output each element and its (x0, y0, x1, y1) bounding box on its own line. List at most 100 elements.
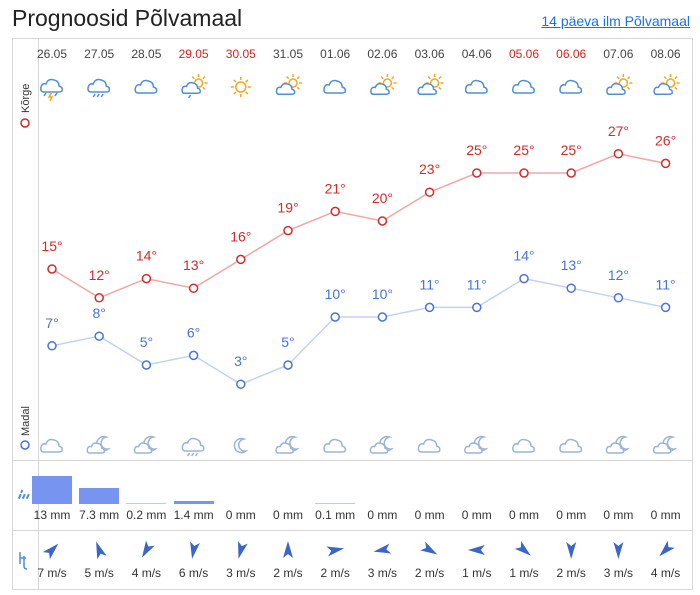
high-temp-point (660, 158, 671, 169)
date-label: 02.06 (367, 47, 398, 61)
low-temp-label: 11° (467, 276, 487, 292)
sun-cloud-rain-icon (181, 74, 208, 99)
low-temp-point (566, 283, 576, 293)
date-label: 03.06 (414, 47, 445, 61)
wind-row (42, 540, 675, 560)
precipitation-label: 0 mm (273, 508, 303, 522)
low-temp-label: 6° (187, 324, 200, 340)
high-temp-label: 13° (183, 257, 204, 273)
low-temp-label: 5° (281, 334, 294, 350)
date-label: 01.06 (320, 47, 351, 61)
wind-speed-label: 2 m/s (320, 566, 350, 580)
date-label: 31.05 (272, 47, 304, 61)
precipitation-label: 7.3 mm (79, 508, 120, 522)
precipitation-bar (173, 500, 214, 504)
high-temp-label: 25° (561, 142, 582, 158)
wind-speed-label: 2 m/s (556, 566, 586, 580)
cloud-icon (559, 79, 583, 94)
wind-direction-arrow-icon (190, 541, 200, 559)
wind-direction-arrow-icon (238, 540, 248, 559)
low-temp-point (660, 302, 671, 313)
cloud-icon (417, 438, 441, 453)
low-temp-point (94, 331, 104, 341)
date-label: 06.06 (556, 47, 587, 61)
precipitation-label: 0 mm (225, 508, 256, 522)
wind-direction-arrow-icon (96, 541, 107, 560)
high-temp-label: 20° (372, 190, 393, 206)
precipitation-label: 0 mm (414, 508, 445, 522)
moon-cloud-icon (133, 435, 159, 454)
low-temp-point (236, 379, 246, 389)
date-label: 27.05 (84, 47, 115, 61)
low-temp-point (424, 302, 435, 313)
low-temp-point (47, 341, 57, 351)
divider (12, 460, 693, 461)
moon-icon (233, 437, 249, 454)
wind-speed-label: 3 m/s (367, 566, 398, 580)
date-label: 07.06 (603, 47, 634, 61)
wind-direction-arrow-icon (42, 543, 59, 560)
date-label: 29.05 (178, 47, 209, 61)
low-temp-label: 11° (656, 276, 676, 292)
high-temp-label: 26° (655, 132, 676, 148)
wind-speed-label: 2 m/s (273, 566, 303, 580)
date-label: 26.05 (36, 47, 68, 61)
low-temp-label: 5° (140, 334, 153, 350)
precipitation-label: 0 mm (367, 508, 398, 522)
low-temp-label: 8° (93, 305, 106, 321)
high-temp-label: 23° (419, 161, 440, 177)
cloud-icon (464, 79, 488, 94)
rain-cloud-icon (181, 437, 205, 457)
date-label: 08.06 (650, 47, 681, 61)
sun-cloud-icon (275, 74, 302, 95)
wind-direction-arrow-icon (467, 544, 485, 555)
cloud-icon (134, 79, 158, 94)
low-temp-line (51, 277, 666, 386)
wind-speed-label: 3 m/s (226, 566, 256, 580)
sun-icon (230, 77, 251, 97)
high-temp-point (47, 264, 57, 274)
low-temp-label: 13° (561, 257, 582, 273)
side-icons (17, 118, 30, 570)
moon-cloud-icon (369, 435, 395, 454)
precipitation-label: 0.1 mm (315, 508, 356, 522)
high-temp-point (566, 168, 576, 178)
divider (12, 589, 693, 590)
wind-direction-arrow-icon (141, 540, 155, 558)
rain-cloud-icon (87, 78, 111, 98)
precipitation-label: 0 mm (509, 508, 539, 522)
cloud-icon (512, 438, 535, 453)
moon-cloud-icon (86, 435, 111, 454)
high-temp-label: 21° (325, 180, 346, 196)
precipitation-bar (126, 502, 167, 504)
low-temp-point (141, 360, 152, 370)
wind-direction-arrow-icon (326, 546, 345, 557)
precipitation-label: 1.4 mm (173, 508, 214, 522)
14-day-forecast-link[interactable]: 14 päeva ilm Põlvamaal (541, 13, 690, 29)
high-temp-point (330, 206, 340, 217)
wind-direction-arrow-icon (283, 541, 293, 558)
wind-speed-label: 6 m/s (178, 566, 209, 580)
high-temp-label: 25° (513, 142, 534, 158)
wind-icon (19, 552, 28, 570)
moon-cloud-icon (464, 435, 489, 454)
divider (12, 38, 693, 39)
divider (12, 38, 13, 590)
moon-cloud-icon (275, 435, 300, 454)
moon-cloud-icon (652, 435, 678, 454)
low-temp-label: 11° (420, 276, 440, 292)
wind-direction-arrow-icon (613, 542, 624, 559)
wind-speed-label: 3 m/s (603, 566, 634, 580)
wind-speed-label: 7 m/s (37, 566, 67, 580)
precipitation-bar (315, 502, 356, 504)
low-marker-icon (20, 440, 30, 450)
sun-cloud-icon (417, 74, 444, 95)
sun-cloud-icon (606, 74, 633, 95)
divider (38, 38, 39, 590)
high-temp-point (141, 273, 152, 284)
wind-speed-label: 1 m/s (509, 566, 539, 580)
high-temp-label: 27° (608, 123, 629, 139)
high-temp-line (51, 153, 666, 299)
date-label: 30.05 (225, 47, 256, 61)
precipitation-label: 0 mm (603, 508, 634, 522)
